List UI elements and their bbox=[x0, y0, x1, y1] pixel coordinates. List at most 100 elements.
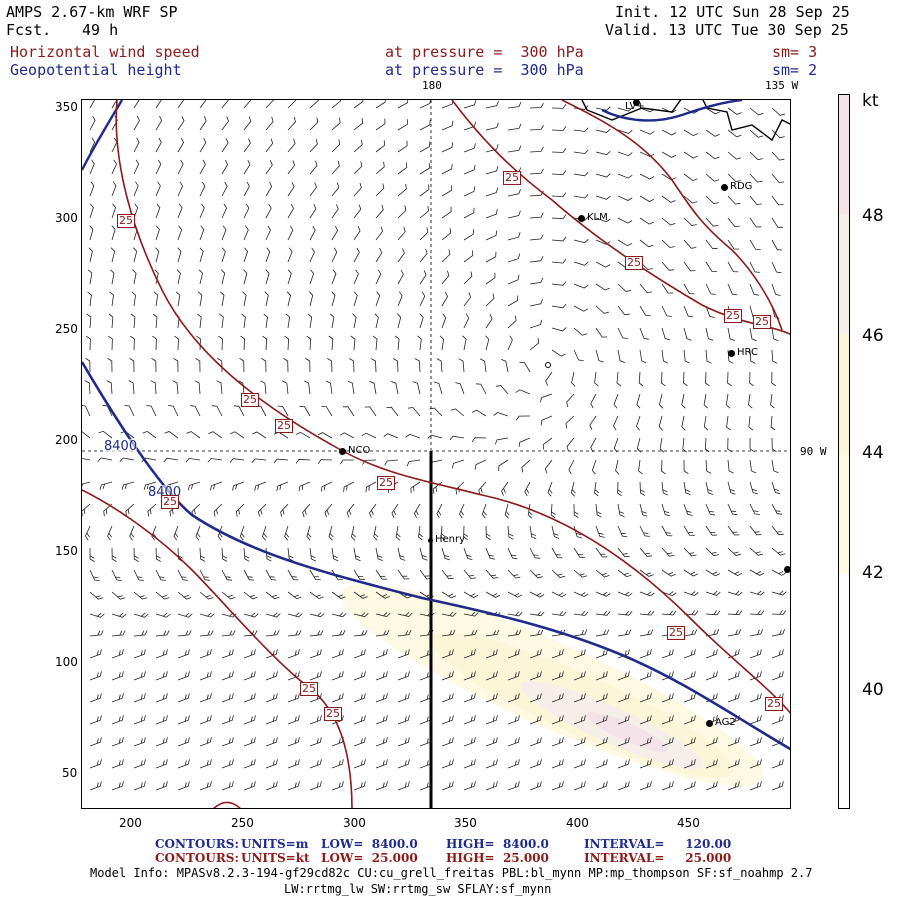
wind-barb bbox=[375, 715, 388, 725]
wind-barb bbox=[331, 693, 344, 703]
wind-barb bbox=[177, 203, 183, 219]
wind-barb bbox=[397, 313, 402, 329]
wind-barb bbox=[419, 163, 430, 175]
wind-barb bbox=[284, 525, 290, 541]
wind-barb bbox=[221, 671, 234, 681]
wind-barb bbox=[243, 569, 255, 581]
wind-barb bbox=[705, 649, 718, 659]
wind-barb bbox=[287, 569, 299, 581]
wind-barb bbox=[265, 737, 278, 747]
wind-barb bbox=[771, 547, 786, 556]
wind-barb bbox=[455, 382, 465, 395]
wind-barb bbox=[507, 274, 520, 285]
wind-barb bbox=[86, 313, 92, 329]
wind-barb bbox=[369, 380, 377, 395]
wind-barb bbox=[133, 630, 148, 637]
wind-barb bbox=[595, 151, 611, 156]
wind-barb bbox=[515, 415, 531, 421]
x-tick-450: 450 bbox=[677, 816, 700, 830]
wind-barb bbox=[573, 127, 589, 132]
wind-barb bbox=[177, 630, 192, 637]
wind-barb bbox=[353, 693, 366, 703]
wind-barb bbox=[727, 610, 743, 616]
wind-barb bbox=[85, 335, 91, 351]
wind-barb bbox=[551, 671, 564, 681]
contour1-head: CONTOURS: bbox=[155, 837, 239, 851]
wind-barb bbox=[133, 569, 144, 581]
wind-barb bbox=[309, 759, 322, 769]
wind-barb bbox=[175, 291, 181, 307]
wind-barb bbox=[529, 338, 540, 351]
wind-barb bbox=[683, 195, 698, 204]
wind-barb bbox=[309, 291, 314, 307]
wind-barb bbox=[331, 759, 344, 769]
wind-barb bbox=[595, 195, 611, 200]
wind-barb bbox=[133, 612, 149, 618]
wind-barb bbox=[89, 715, 102, 725]
wind-barb bbox=[199, 693, 212, 703]
wind-barb bbox=[386, 406, 399, 417]
speed-label-25: 25 bbox=[241, 393, 259, 407]
wind-barb bbox=[441, 228, 452, 241]
wind-barb bbox=[683, 239, 697, 249]
wind-barb bbox=[617, 239, 633, 247]
wind-barb bbox=[195, 358, 201, 373]
wind-barb bbox=[450, 408, 465, 417]
wind-barb bbox=[485, 314, 493, 329]
wind-barb bbox=[287, 737, 300, 747]
wind-barb bbox=[164, 431, 179, 439]
wind-barb bbox=[726, 415, 731, 431]
wind-barb bbox=[459, 503, 465, 519]
wind-barb bbox=[749, 649, 762, 659]
station-dot-henry bbox=[428, 538, 433, 543]
wind-barb bbox=[727, 671, 740, 681]
wind-barb bbox=[727, 459, 734, 474]
wind-barb bbox=[110, 269, 115, 285]
wind-barb bbox=[217, 525, 223, 541]
wind-barb bbox=[636, 415, 641, 431]
lon-label-135w: 135 W bbox=[765, 79, 799, 92]
wind-barb bbox=[683, 759, 696, 769]
wind-barb bbox=[449, 435, 465, 441]
wind-barb bbox=[639, 217, 654, 225]
wind-barb bbox=[661, 459, 666, 475]
wind-barb bbox=[151, 358, 157, 373]
wind-barb bbox=[727, 107, 742, 115]
wind-barb bbox=[82, 457, 91, 461]
wind-barb bbox=[350, 525, 356, 541]
wind-barb bbox=[463, 649, 476, 659]
wind-barb bbox=[177, 671, 190, 681]
wind-barb bbox=[111, 159, 117, 175]
wind-barb bbox=[309, 737, 322, 747]
wind-barb bbox=[617, 693, 630, 703]
wind-barb bbox=[617, 129, 633, 134]
wind-barb bbox=[682, 437, 687, 453]
wind-barb bbox=[331, 225, 339, 241]
wind-barb bbox=[485, 272, 496, 285]
wind-barb bbox=[155, 759, 168, 769]
wind-barb bbox=[155, 203, 161, 219]
speed-contour-25-c bbox=[561, 100, 783, 331]
wind-barb bbox=[375, 226, 384, 241]
wind-barb bbox=[220, 291, 225, 307]
wind-barb bbox=[705, 195, 719, 205]
wind-barb bbox=[638, 459, 643, 475]
colorbar-segment-46 bbox=[838, 214, 850, 334]
wind-barb bbox=[353, 630, 368, 637]
wind-barb bbox=[617, 283, 631, 292]
wind-barb bbox=[331, 100, 341, 109]
wind-barb bbox=[661, 283, 674, 294]
wind-barb bbox=[287, 693, 300, 703]
wind-barb bbox=[309, 630, 324, 637]
wind-barb bbox=[529, 629, 544, 637]
wind-barb bbox=[529, 124, 544, 131]
wind-barb bbox=[343, 406, 355, 417]
wind-barb bbox=[595, 629, 610, 637]
wind-barb bbox=[111, 649, 124, 659]
wind-barb bbox=[639, 525, 650, 537]
wind-barb bbox=[285, 313, 291, 329]
wind-barb bbox=[331, 204, 339, 219]
wind-barb bbox=[89, 225, 94, 241]
wind-barb bbox=[529, 146, 544, 153]
speed-label-25: 25 bbox=[275, 419, 293, 433]
